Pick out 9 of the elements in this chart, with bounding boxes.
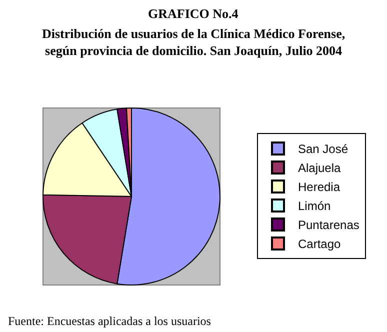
legend-label: Alajuela [298, 161, 342, 176]
legend-label: Heredia [298, 180, 340, 194]
source-note: Fuente: Encuestas aplicadas a los usuarios [8, 314, 212, 328]
chart-subtitle: Distribución de usuarios de la Clínica Médico Forense, según provincia de domicilio. San Joaquín, Julio 2004 [42, 26, 346, 58]
legend-label: Limón [298, 199, 331, 214]
legend-label: Puntarenas [298, 218, 360, 232]
legend-label: Cartago [298, 237, 342, 252]
chart-title: GRAFICO No.4 [148, 6, 239, 21]
legend-label: San José [298, 142, 348, 156]
